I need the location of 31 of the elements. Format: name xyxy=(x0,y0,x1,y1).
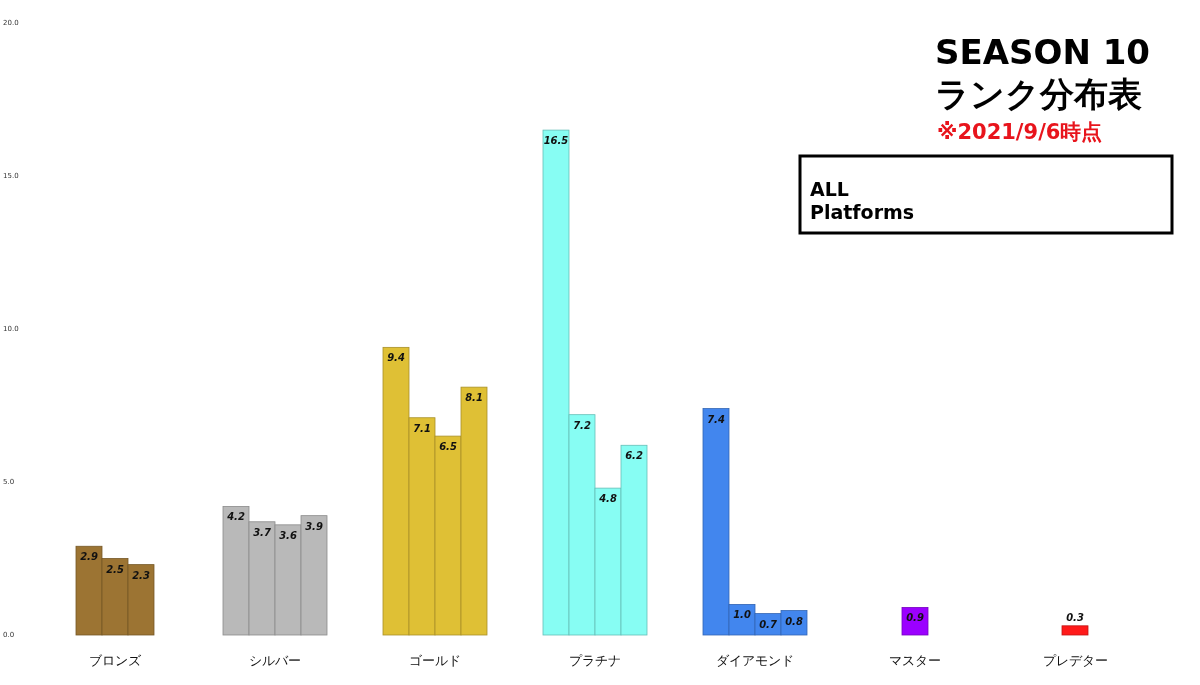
data-label: 2.3 xyxy=(132,569,150,581)
data-label: 0.9 xyxy=(906,612,924,624)
x-tick-label: ゴールド xyxy=(409,653,461,668)
data-label: 9.4 xyxy=(387,352,405,364)
x-tick-label: ダイアモンド xyxy=(716,653,794,668)
data-label: 0.3 xyxy=(1066,611,1084,623)
x-tick-label: シルバー xyxy=(249,653,301,668)
data-label: 0.8 xyxy=(785,615,803,627)
data-label: 4.2 xyxy=(226,511,245,523)
x-tick-label: ブロンズ xyxy=(89,653,142,668)
data-label: 2.5 xyxy=(106,563,124,575)
data-label: 1.0 xyxy=(733,609,751,621)
data-label: 2.9 xyxy=(80,551,98,563)
data-label: 3.6 xyxy=(279,529,297,541)
data-label: 8.1 xyxy=(465,392,483,404)
data-label: 3.7 xyxy=(253,526,271,538)
text: ※2021/9/6時点 xyxy=(937,120,1103,144)
data-label: 6.5 xyxy=(439,441,457,453)
x-tick-label: プレデター xyxy=(1042,653,1108,668)
x-tick-label: マスター xyxy=(889,653,941,668)
text: SEASON 10 ランク分布表 xyxy=(935,32,1151,114)
data-label: 6.2 xyxy=(625,450,643,462)
data-label: 3.9 xyxy=(305,520,323,532)
data-label: 7.4 xyxy=(707,413,725,425)
data-label: 0.7 xyxy=(759,618,777,630)
x-tick-label: プラチナ xyxy=(569,653,621,668)
data-label: 7.2 xyxy=(573,419,591,431)
data-label: 16.5 xyxy=(543,135,569,147)
data-label: 4.8 xyxy=(598,493,617,505)
annotation: ALL Platforms xyxy=(810,178,915,223)
data-label: 7.1 xyxy=(413,422,431,434)
